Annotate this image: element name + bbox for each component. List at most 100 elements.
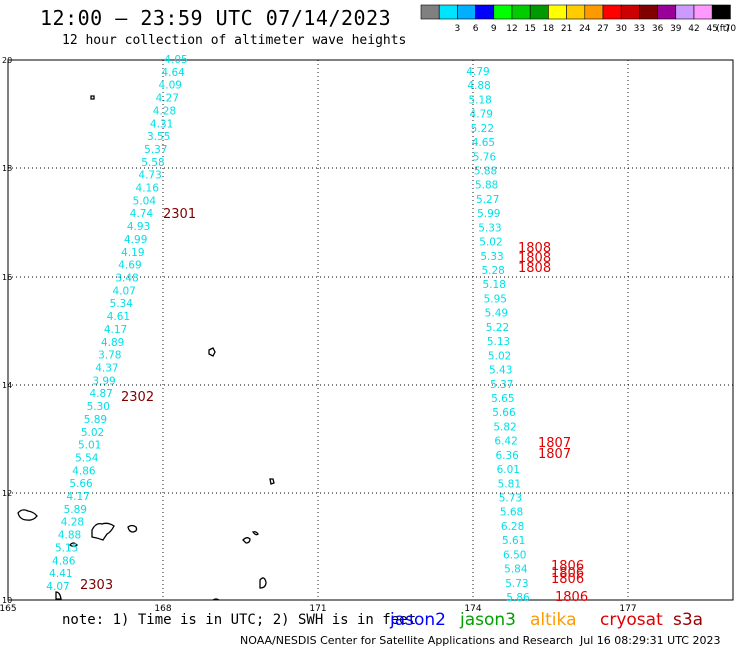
swh-value-track2: 5.86: [506, 592, 530, 604]
swh-value-track2: 5.22: [471, 123, 494, 135]
swh-value-track2: 4.79: [466, 66, 489, 78]
credit-text: NOAA/NESDIS Center for Satellite Applica…: [240, 634, 574, 647]
swh-value-track1: 5.01: [78, 440, 101, 452]
page-title: 12:00 — 23:59 UTC 07/14/2023: [40, 6, 392, 30]
land-outline: [90, 95, 95, 100]
swh-value-track2: 5.95: [484, 293, 507, 305]
color-scale-label: 33: [634, 24, 645, 34]
swh-value-track1: 3.48: [115, 273, 138, 285]
swh-value-track1: 4.99: [124, 234, 147, 246]
swh-value-track2: 5.68: [500, 507, 523, 519]
swh-value-track2: 5.27: [476, 194, 499, 206]
land-outline: [269, 478, 275, 485]
swh-value-track1: 4.07: [46, 581, 69, 593]
color-scale-label: 39: [670, 24, 682, 34]
y-axis-label: 10: [2, 596, 12, 605]
color-scale-label: 24: [579, 24, 591, 34]
page-subtitle: 12 hour collection of altimeter wave hei…: [62, 33, 407, 48]
swh-value-track1: 4.19: [121, 247, 144, 259]
swh-value-track2: 5.76: [473, 151, 497, 163]
land-outline: [17, 509, 38, 521]
color-scale-label: 36: [652, 24, 664, 34]
x-axis-label: 171: [309, 604, 326, 612]
land-outline: [91, 522, 115, 541]
swh-value-track2: 5.82: [493, 421, 516, 433]
x-axis-label: 174: [464, 604, 481, 612]
swh-value-track2: 5.33: [478, 222, 501, 234]
swh-value-track1: 4.07: [112, 285, 135, 297]
pass-time-label: 2302: [121, 390, 154, 405]
swh-value-track1: 4.28: [61, 517, 84, 529]
swh-value-track2: 4.79: [470, 109, 493, 121]
swh-value-track1: 5.66: [69, 478, 93, 490]
swh-value-track2: 6.42: [494, 436, 517, 448]
land-outline: [251, 531, 259, 536]
pass-time-label: 1806: [555, 590, 588, 605]
land-outline: [55, 591, 62, 600]
color-scale-label: 21: [561, 24, 572, 34]
swh-value-track2: 5.22: [486, 322, 509, 334]
swh-value-track2: 5.73: [499, 492, 522, 504]
swh-value-track1: 4.41: [49, 568, 72, 580]
swh-value-track1: 4.88: [58, 530, 81, 542]
pass-time-label: 1807: [538, 447, 571, 462]
x-axis-label: 165: [0, 604, 17, 612]
pass-time-label: 1808: [518, 261, 551, 276]
land-outline: [69, 542, 78, 548]
swh-value-track1: 4.16: [136, 183, 160, 195]
swh-value-track1: 4.64: [161, 67, 185, 79]
legend-altika: altika: [530, 610, 577, 630]
swh-value-track2: 5.33: [480, 251, 503, 263]
swh-value-track2: 5.99: [477, 208, 500, 220]
swh-value-track2: 5.61: [502, 535, 525, 547]
color-scale-label: 70: [725, 24, 737, 34]
swh-value-track1: 4.61: [107, 311, 130, 323]
swh-value-track1: 4.89: [101, 337, 124, 349]
swh-value-track2: 5.49: [485, 308, 508, 320]
y-axis-label: 12: [2, 489, 12, 498]
pass-time-label: 1808: [518, 241, 551, 256]
swh-value-track2: 4.65: [472, 137, 495, 149]
swh-value-track2: 5.13: [487, 336, 510, 348]
color-scale-label: 45: [706, 24, 717, 34]
swh-value-track1: 4.09: [159, 80, 182, 92]
land-outline: [259, 577, 267, 589]
swh-value-track2: 5.65: [491, 393, 514, 405]
legend-jason2: jason2: [390, 610, 446, 630]
swh-value-track1: 4.05: [164, 54, 187, 66]
pass-time-label: 2301: [163, 207, 196, 222]
swh-value-track1: 4.37: [95, 362, 118, 374]
swh-value-track1: 4.69: [118, 260, 141, 272]
timestamp-text: Jul 16 08:29:31 UTC 2023: [580, 634, 721, 647]
pass-time-label: 1808: [518, 251, 551, 266]
pass-time-label: 1806: [551, 559, 584, 574]
legend-s3a: s3a: [673, 610, 704, 630]
y-axis-label: 14: [2, 381, 12, 390]
swh-value-track1: 5.34: [110, 298, 134, 310]
swh-value-track1: 3.55: [147, 131, 170, 143]
units-note: note: 1) Time is in UTC; 2) SWH is in fe…: [62, 612, 417, 628]
pass-time-label: 1806: [551, 572, 584, 587]
wave-height-map[interactable]: 165 168 171 174 1772018161412104.054.644.094…: [0, 0, 740, 612]
pass-time-label: 1807: [538, 436, 571, 451]
swh-value-track1: 5.89: [84, 414, 107, 426]
swh-value-track1: 5.37: [144, 144, 167, 156]
color-scale-label: 9: [491, 24, 497, 34]
color-scale-label: 15: [524, 24, 535, 34]
swh-value-track1: 5.15: [55, 542, 78, 554]
swh-value-track1: 4.28: [153, 105, 176, 117]
color-scale-unit: (ft): [716, 24, 730, 34]
swh-value-track2: 5.37: [490, 379, 513, 391]
swh-value-track1: 4.27: [156, 93, 179, 105]
color-scale-label: 42: [688, 24, 699, 34]
legend-jason3: jason3: [460, 610, 516, 630]
swh-value-track2: 6.01: [497, 464, 520, 476]
swh-value-track1: 3.78: [98, 350, 121, 362]
swh-value-track1: 4.17: [104, 324, 127, 336]
y-axis-label: 18: [2, 164, 12, 173]
legend-cryosat: cryosat: [600, 610, 663, 630]
swh-value-track1: 5.30: [87, 401, 110, 413]
swh-value-track2: 5.18: [483, 279, 506, 291]
x-axis-label: 177: [619, 604, 636, 612]
swh-value-track1: 4.86: [72, 465, 96, 477]
